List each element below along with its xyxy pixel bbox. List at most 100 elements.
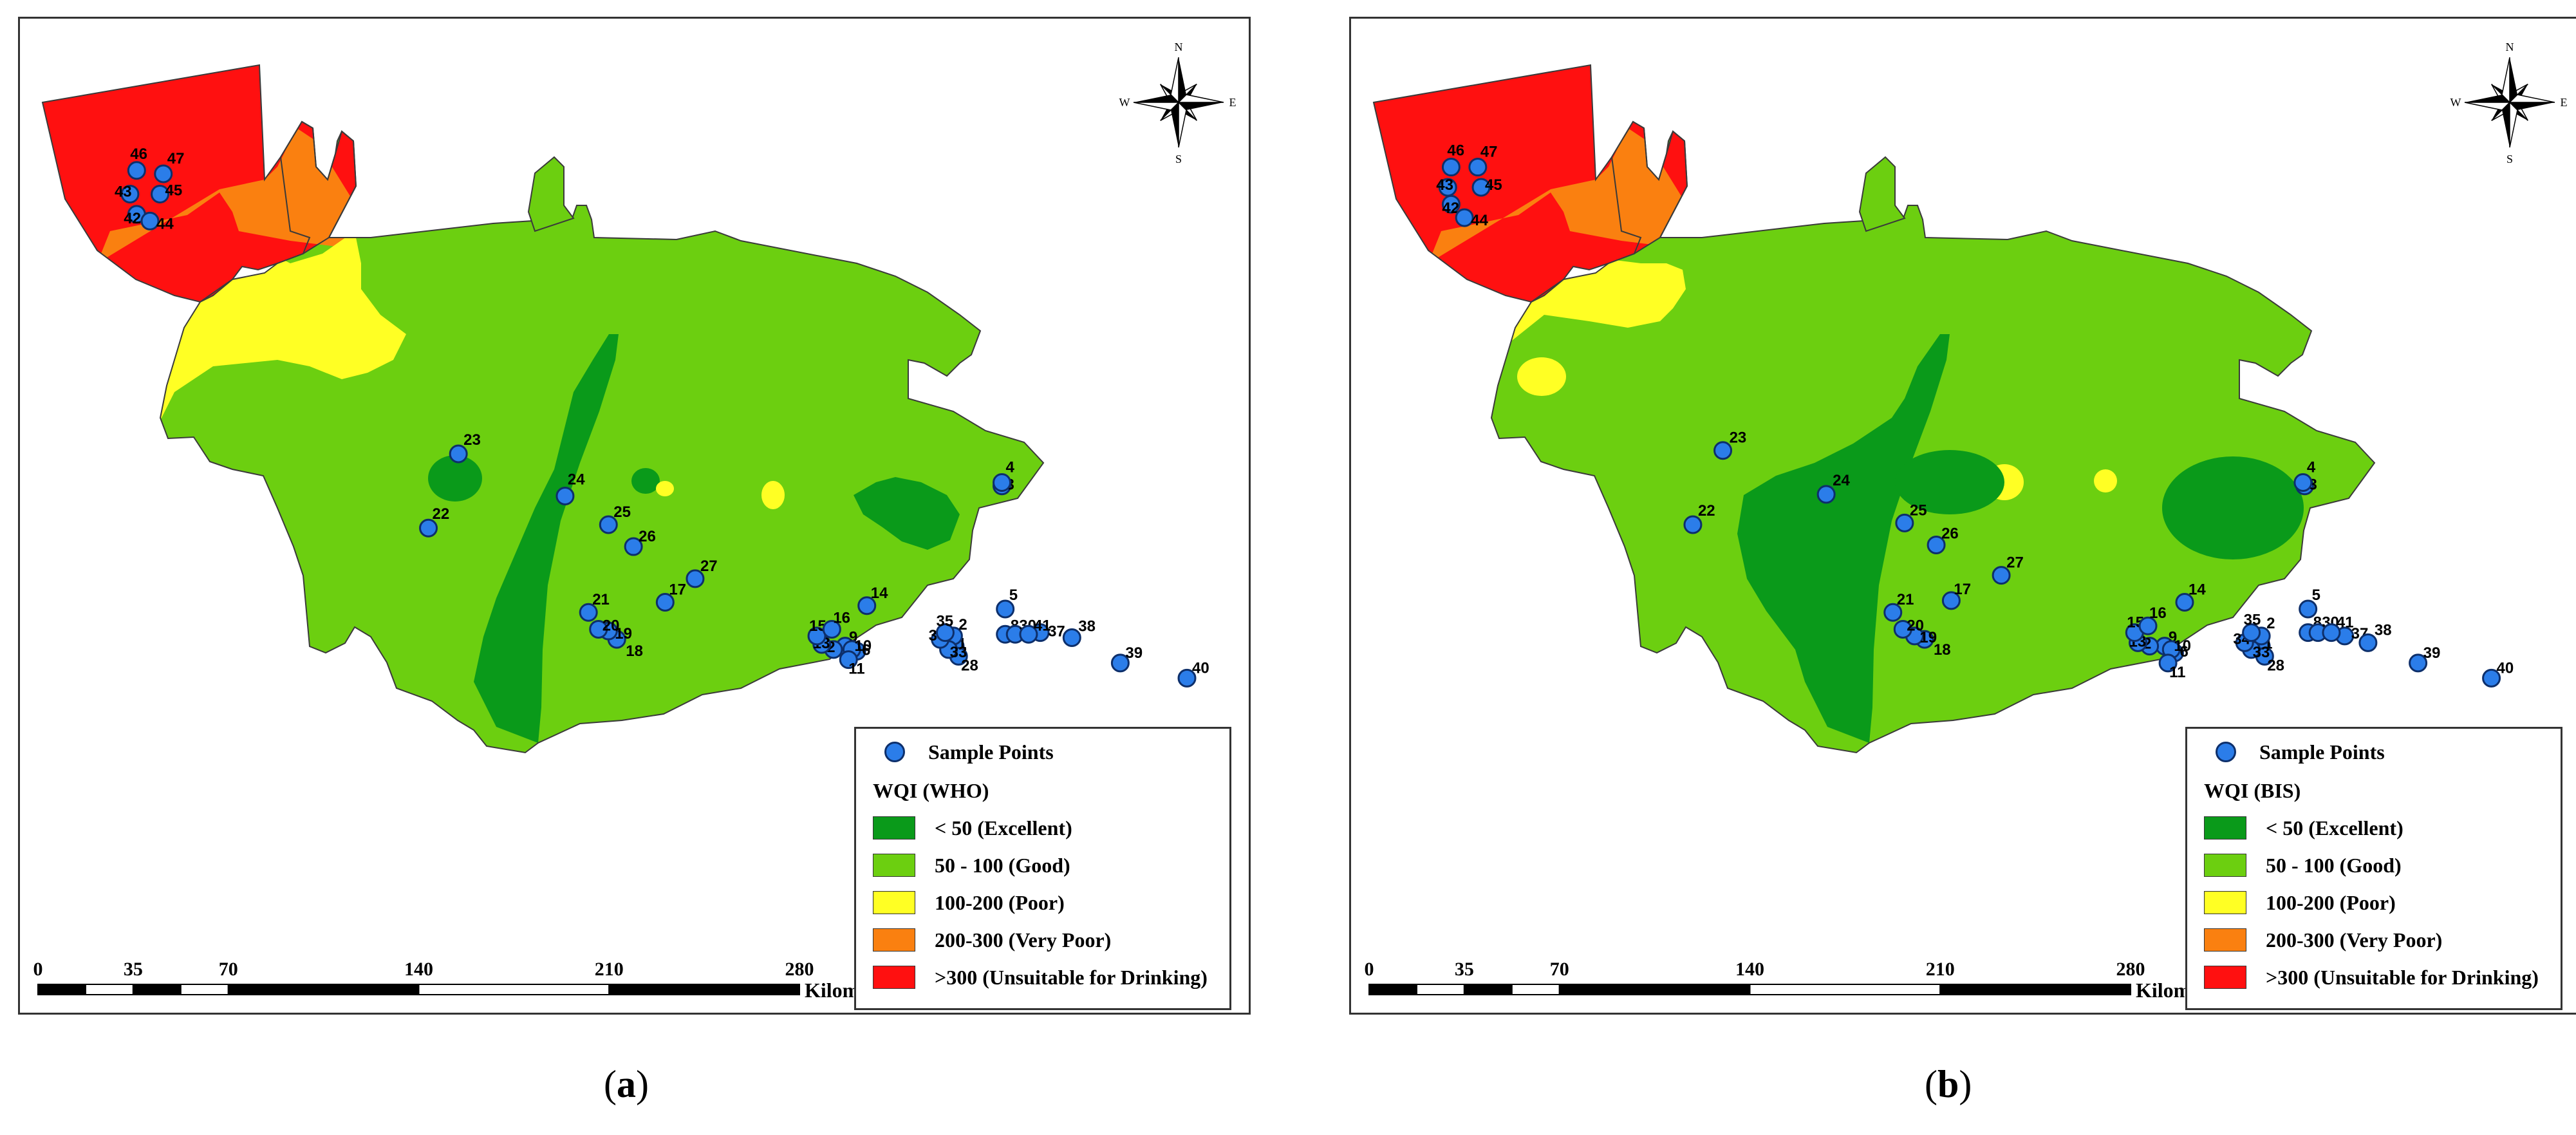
sample-point <box>807 626 826 646</box>
sample-point-label: 25 <box>1910 502 1927 519</box>
caption-a: (a) <box>604 1063 649 1105</box>
legend-title: WQI (WHO) <box>873 779 989 802</box>
sample-point <box>2409 653 2428 673</box>
caption-b: (b) <box>1925 1063 1972 1105</box>
sample-point-label: 14 <box>2189 581 2206 599</box>
sample-point-label: 18 <box>1934 641 1951 659</box>
sample-point-label: 19 <box>615 625 632 643</box>
legend-class-excellent: < 50 (Excellent) <box>873 814 1072 842</box>
sample-point-icon <box>2216 742 2236 762</box>
scale-tick-label: 70 <box>219 959 238 980</box>
zone-excellent <box>428 455 482 502</box>
sample-point <box>857 596 877 615</box>
sample-point-label: 46 <box>130 145 147 163</box>
map-canvas-a: 1234568910111213141516171819202122232425… <box>33 41 1237 1002</box>
sample-point <box>2482 668 2501 688</box>
sample-point-label: 16 <box>2149 605 2167 622</box>
scale-tick-label: 0 <box>33 959 43 980</box>
sample-point-label: 10 <box>854 637 872 655</box>
sample-point <box>624 537 643 556</box>
sample-point-label: 11 <box>2169 664 2185 681</box>
sample-point-label: 14 <box>871 585 888 602</box>
sample-point-label: 38 <box>2375 621 2392 639</box>
legend-class-excellent: < 50 (Excellent) <box>2204 814 2403 842</box>
sample-point <box>2175 593 2194 612</box>
sample-point-label: 28 <box>2267 657 2284 674</box>
sample-point <box>1941 591 1961 610</box>
sample-point <box>2322 623 2341 643</box>
sample-point-label: 21 <box>1897 591 1914 608</box>
north-arrow-icon: N S E W <box>1119 41 1237 165</box>
sample-point <box>599 515 618 534</box>
compass-w: W <box>2450 96 2461 109</box>
sample-point-label: 35 <box>2244 612 2261 629</box>
sample-point <box>996 599 1015 619</box>
sample-points: 1234568910111213141516171819202122232425… <box>1436 142 2514 688</box>
study-area-outline <box>159 120 1045 754</box>
sample-point <box>1992 566 2011 585</box>
scale-tick-label: 280 <box>785 959 814 980</box>
sample-point-label: 28 <box>961 657 978 674</box>
map-panel-a: 1234568910111213141516171819202122232425… <box>18 17 1251 1015</box>
sample-point-label: 10 <box>2174 637 2191 655</box>
sample-point <box>686 569 705 588</box>
sample-point-label: 22 <box>1698 502 1715 520</box>
legend-title: WQI (BIS) <box>2204 779 2301 802</box>
map-canvas-b: 1234568910111213141516171819202122232425… <box>1365 41 2568 1002</box>
sample-point <box>589 619 608 639</box>
compass-s: S <box>2506 153 2513 165</box>
sample-point-label: 2 <box>958 616 967 633</box>
sample-point-label: 6 <box>2179 643 2188 661</box>
sample-point <box>1062 628 1081 648</box>
scale-tick-label: 35 <box>1455 959 1474 980</box>
sample-point-label: 35 <box>936 613 953 630</box>
scale-tick-label: 140 <box>1735 959 1764 980</box>
study-area-outline <box>1490 120 2376 754</box>
sample-point-label: 22 <box>433 505 450 523</box>
legend-class-very-poor: 200-300 (Very Poor) <box>2204 926 2442 954</box>
sample-point <box>1177 668 1197 688</box>
sample-point-label: 44 <box>156 215 174 232</box>
sample-point-label: 6 <box>862 642 870 659</box>
zone-unsuitable <box>42 65 356 302</box>
sample-point-label: 45 <box>165 182 183 199</box>
sample-point <box>1110 653 1130 673</box>
sample-point-label: 40 <box>1192 659 1209 677</box>
scale-tick-label: 210 <box>595 959 624 980</box>
sample-point-label: 4 <box>1006 459 1015 476</box>
sample-point-label: 24 <box>568 471 585 488</box>
legend-sample-points: Sample Points <box>873 738 1054 766</box>
sample-point-label: 5 <box>1009 586 1018 604</box>
sample-point-label: 16 <box>833 609 850 626</box>
sample-point-label: 17 <box>669 581 686 599</box>
compass-w: W <box>1119 96 1130 109</box>
legend-class-unsuitable: >300 (Unsuitable for Drinking) <box>873 963 1208 991</box>
sample-point-label: 18 <box>626 643 643 660</box>
sample-point-label: 27 <box>700 558 718 575</box>
scale-tick-label: 70 <box>1550 959 1569 980</box>
sample-point <box>655 593 675 612</box>
sample-point-icon <box>884 742 905 762</box>
sample-point-label: 2 <box>2266 615 2275 632</box>
scale-tick-label: 0 <box>1365 959 1374 980</box>
sample-point <box>2293 473 2313 492</box>
sample-point <box>1455 208 1474 227</box>
sample-point-label: 20 <box>1907 617 1924 634</box>
sample-point-label: 19 <box>1919 629 1937 646</box>
zone-excellent <box>1737 334 1950 743</box>
scale-tick-label: 35 <box>124 959 143 980</box>
sample-point-label: 37 <box>1048 623 1065 641</box>
sample-point <box>1713 441 1733 460</box>
compass-s: S <box>1175 153 1182 165</box>
sample-point-label: 41 <box>1034 617 1051 634</box>
sample-point <box>120 184 140 203</box>
scale-tick-label: 280 <box>2116 959 2145 980</box>
sample-point-label: 25 <box>613 503 631 521</box>
sample-point-label: 47 <box>1480 144 1498 161</box>
sample-point <box>1816 485 1836 504</box>
sample-point-label: 45 <box>1485 176 1502 194</box>
sample-point <box>1438 178 1457 197</box>
sample-point <box>1468 158 1488 177</box>
zone-excellent <box>854 477 960 550</box>
